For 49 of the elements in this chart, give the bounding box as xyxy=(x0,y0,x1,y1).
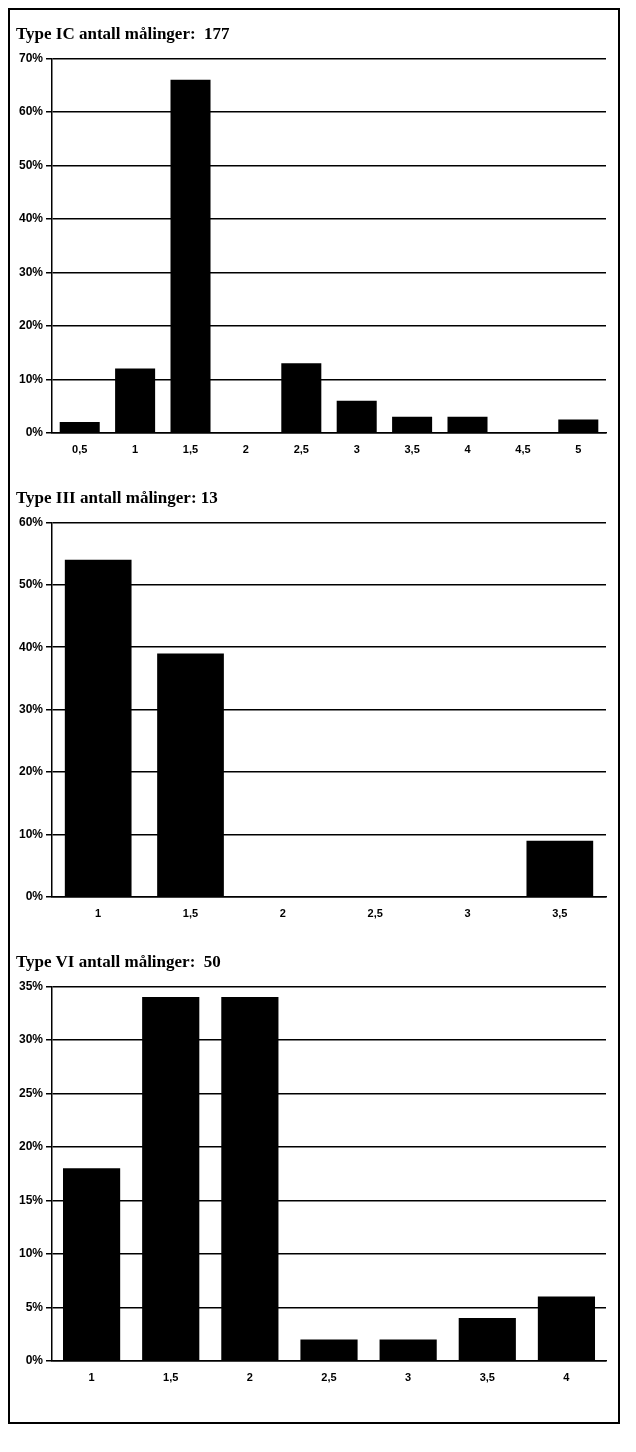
x-tick-label: 3,5 xyxy=(552,907,568,920)
x-tick-label: 3 xyxy=(405,1371,412,1384)
y-tick-label: 60% xyxy=(18,104,44,119)
x-tick-label: 3,5 xyxy=(479,1371,495,1384)
x-tick-label: 2 xyxy=(279,907,286,920)
y-tick-label: 10% xyxy=(18,371,44,386)
x-tick-label: 2 xyxy=(242,443,249,456)
y-tick-label: 25% xyxy=(18,1085,44,1100)
x-tick-label: 1,5 xyxy=(163,1371,179,1384)
x-tick-label: 1 xyxy=(88,1371,95,1384)
y-tick-label: 20% xyxy=(18,764,44,779)
y-tick-label: 30% xyxy=(18,264,44,279)
x-tick-label: 3 xyxy=(464,907,471,920)
y-tick-label: 40% xyxy=(18,639,44,654)
y-tick-label: 35% xyxy=(18,978,44,993)
x-tick-label: 0,5 xyxy=(72,443,88,456)
chart-title: Type VI antall målinger: 50 xyxy=(16,951,221,971)
chart-title: Type III antall målinger: 13 xyxy=(16,487,218,507)
y-tick-label: 10% xyxy=(18,1246,44,1261)
y-tick-label: 0% xyxy=(25,1353,44,1368)
y-tick-label: 60% xyxy=(18,514,44,529)
x-tick-label: 1 xyxy=(95,907,102,920)
y-tick-label: 30% xyxy=(18,1032,44,1047)
x-tick-label: 1,5 xyxy=(182,907,199,920)
x-tick-label: 2 xyxy=(246,1371,253,1384)
x-tick-label: 1,5 xyxy=(182,443,199,456)
x-tick-label: 2,5 xyxy=(293,443,309,456)
y-tick-label: 50% xyxy=(18,577,44,592)
x-tick-label: 2,5 xyxy=(367,907,383,920)
x-tick-label: 5 xyxy=(575,443,582,456)
y-tick-label: 70% xyxy=(18,50,44,65)
x-tick-label: 3 xyxy=(353,443,360,456)
x-tick-label: 2,5 xyxy=(321,1371,337,1384)
y-tick-label: 0% xyxy=(25,425,44,440)
y-tick-label: 0% xyxy=(25,889,44,904)
y-tick-label: 10% xyxy=(18,826,44,841)
x-tick-label: 3,5 xyxy=(404,443,420,456)
x-tick-label: 4 xyxy=(563,1371,571,1384)
chart-title: Type IC antall målinger: 177 xyxy=(16,23,231,43)
x-tick-label: 4 xyxy=(464,443,472,456)
y-tick-label: 40% xyxy=(18,211,44,226)
y-tick-label: 15% xyxy=(18,1192,44,1207)
y-tick-label: 5% xyxy=(25,1299,44,1314)
y-tick-label: 50% xyxy=(18,157,44,172)
x-tick-label: 1 xyxy=(132,443,139,456)
x-tick-label: 4,5 xyxy=(515,443,531,456)
y-tick-label: 20% xyxy=(18,318,44,333)
y-tick-label: 20% xyxy=(18,1139,44,1154)
y-tick-label: 30% xyxy=(18,701,44,716)
